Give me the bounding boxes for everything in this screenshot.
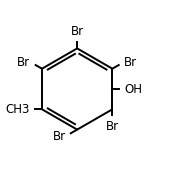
Text: OH: OH <box>125 82 143 96</box>
Text: Br: Br <box>17 56 30 69</box>
Text: Br: Br <box>71 25 84 38</box>
Text: CH3: CH3 <box>5 103 30 116</box>
Text: Br: Br <box>106 120 119 133</box>
Text: Br: Br <box>53 130 66 143</box>
Text: Br: Br <box>124 56 137 69</box>
